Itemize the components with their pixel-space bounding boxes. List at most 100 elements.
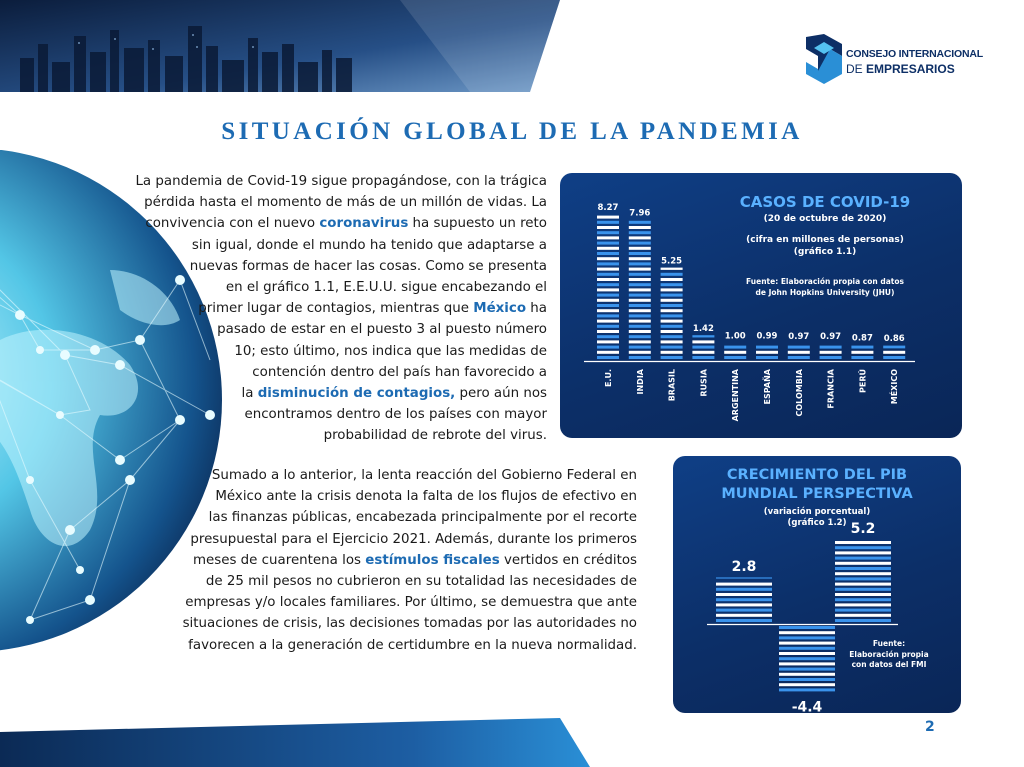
bar-stripe xyxy=(628,309,651,313)
logo-line-2-bold: EMPRESARIOS xyxy=(866,62,955,76)
bar-stripe xyxy=(835,546,891,550)
chart2-bar xyxy=(779,626,835,692)
text-run: meses de cuarentena los xyxy=(192,552,366,568)
bar-stripe xyxy=(716,577,772,579)
bar-stripe xyxy=(819,350,842,354)
highlighted-term: México xyxy=(473,301,527,317)
chart1-data-label: 5.25 xyxy=(661,256,682,266)
bar-stripe xyxy=(597,324,619,328)
bar-stripe xyxy=(597,262,619,266)
bar-stripe xyxy=(628,319,651,323)
bar-stripe xyxy=(835,567,891,570)
bar-stripe xyxy=(716,619,772,622)
highlighted-term: estímulos fiscales xyxy=(365,552,500,568)
bar-stripe xyxy=(819,345,842,349)
bar-stripe xyxy=(597,226,619,229)
chart2-data-label: 2.8 xyxy=(732,559,757,575)
bar-stripe xyxy=(835,619,891,622)
bar-stripe xyxy=(660,356,683,359)
text-line: Sumado a lo anterior, la lenta reacción … xyxy=(166,465,637,486)
text-run: sin igual, donde el mundo ha tenido que … xyxy=(191,237,547,253)
chart1-data-label: 0.86 xyxy=(884,334,905,344)
bar-stripe xyxy=(628,272,651,276)
chart2-source-line: Fuente: xyxy=(872,639,906,648)
bar-stripe xyxy=(660,330,683,333)
bar-stripe xyxy=(628,262,651,266)
text-line: convivencia con el nuevo coronavirus ha … xyxy=(128,213,547,234)
bar-stripe xyxy=(692,335,715,338)
chart2-source: Fuente: Elaboración propia con datos del… xyxy=(833,639,945,671)
bar-stripe xyxy=(660,267,683,270)
text-run: empresas y/o locales familiares. Por últ… xyxy=(185,595,637,611)
bar-stripe xyxy=(628,278,651,281)
page-title: SITUACIÓN GLOBAL DE LA PANDEMIA xyxy=(221,118,803,145)
bar-stripe xyxy=(628,350,651,354)
bar-stripe xyxy=(835,556,891,560)
text-run: pérdida hasta el momento de más de un mi… xyxy=(144,195,547,211)
bar-stripe xyxy=(597,314,619,318)
chart1-bar xyxy=(660,267,683,359)
bar-stripe xyxy=(787,350,810,354)
bar-stripe xyxy=(716,613,772,617)
bar-stripe xyxy=(660,288,683,292)
bar-stripe xyxy=(779,667,835,671)
bar-stripe xyxy=(835,598,891,602)
bar-stripe xyxy=(597,220,619,224)
text-run: pero aún nos xyxy=(455,386,548,402)
bar-stripe xyxy=(597,356,619,359)
bar-stripe xyxy=(597,350,619,354)
skyline-image xyxy=(0,0,560,92)
logo-line-2-prefix: DE xyxy=(846,62,867,76)
chart1-figure-label: (gráfico 1.1) xyxy=(793,247,857,257)
bar-stripe xyxy=(724,356,747,359)
bar-stripe xyxy=(716,598,772,602)
bar-stripe xyxy=(660,324,683,328)
logo-line-2: DE EMPRESARIOS xyxy=(846,62,955,76)
bar-stripe xyxy=(756,350,778,354)
bar-stripe xyxy=(597,345,619,349)
bar-stripe xyxy=(660,314,683,318)
bar-stripe xyxy=(779,678,835,681)
bar-stripe xyxy=(716,587,772,591)
text-line: sin igual, donde el mundo ha tenido que … xyxy=(128,235,547,256)
chart1-category-label: MÉXICO xyxy=(888,369,899,404)
bar-stripe xyxy=(835,541,891,544)
bar-stripe xyxy=(835,593,891,596)
chart2-unit: (variación porcentual) xyxy=(763,507,871,517)
chart1-category-label: RUSIA xyxy=(699,368,708,396)
page-number: 2 xyxy=(925,719,935,735)
text-run: situaciones de crisis, las decisiones to… xyxy=(182,616,637,632)
bar-stripe xyxy=(692,340,715,344)
bar-stripe xyxy=(660,319,683,323)
bar-stripe xyxy=(597,319,619,323)
bar-stripe xyxy=(597,241,619,245)
bar-stripe xyxy=(779,672,835,676)
bar-stripe xyxy=(628,241,651,245)
bar-stripe xyxy=(724,350,747,354)
chart1-category-label: PERÚ xyxy=(856,369,867,393)
chart1-bar xyxy=(692,335,715,359)
bar-stripe xyxy=(597,293,619,297)
bar-stripe xyxy=(660,335,683,339)
text-line: encontramos dentro de los países con may… xyxy=(128,404,547,425)
bar-stripe xyxy=(716,593,772,596)
text-line: en el gráfico 1.1, E.E.U.U. sigue encabe… xyxy=(128,277,547,298)
bar-stripe xyxy=(883,356,906,359)
bar-stripe xyxy=(660,272,683,276)
bar-stripe xyxy=(597,309,619,313)
chart1-bar xyxy=(724,345,747,359)
bar-stripe xyxy=(835,582,891,586)
bar-stripe xyxy=(756,345,778,349)
text-line: México ante la crisis denota la falta de… xyxy=(166,486,637,507)
chart1-unit: (cifra en millones de personas) xyxy=(746,235,904,245)
bar-stripe xyxy=(660,278,683,281)
bar-stripe xyxy=(597,272,619,276)
footer-accent-bar xyxy=(0,718,590,767)
text-line: situaciones de crisis, las decisiones to… xyxy=(166,613,637,634)
bar-stripe xyxy=(851,345,874,349)
chart1-bar xyxy=(883,345,906,359)
chart1-data-label: 0.87 xyxy=(852,334,873,344)
text-line: pasado de estar en el puesto 3 al puesto… xyxy=(128,319,547,340)
bar-stripe xyxy=(819,356,842,359)
text-run: Sumado a lo anterior, la lenta reacción … xyxy=(211,468,637,483)
